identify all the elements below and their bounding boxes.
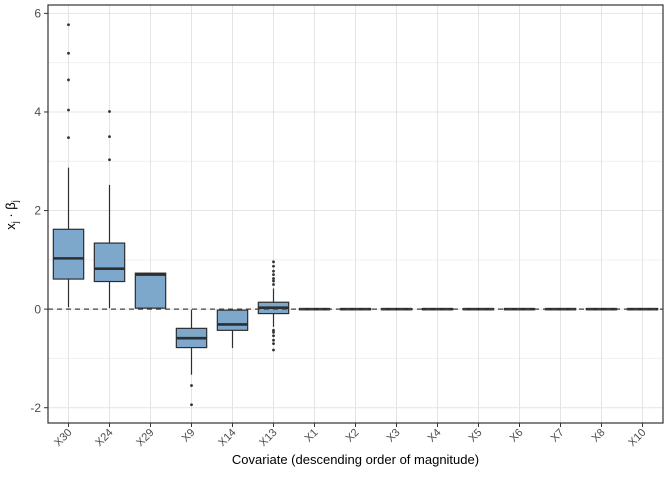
outlier-point bbox=[67, 51, 70, 55]
x-tick-labels: X30 X24 X29 X9 X14 X13 X1 X2 X3 X4 X5 X6 X7 X8 X10 bbox=[52, 427, 648, 449]
y-tick-labels: -2 0 2 4 6 bbox=[30, 7, 41, 415]
iqr-box bbox=[216, 309, 249, 331]
outlier-point bbox=[67, 136, 70, 139]
x-tick-label: X6 bbox=[508, 427, 526, 445]
outlier-point bbox=[272, 348, 275, 352]
y-tick-label: -2 bbox=[30, 401, 41, 415]
x-axis-title: Covariate (descending order of magnitude… bbox=[231, 452, 480, 467]
x-tick-label: X2 bbox=[344, 427, 362, 445]
outlier-point bbox=[272, 277, 275, 280]
outlier-point bbox=[108, 110, 111, 113]
x-tick-label: X10 bbox=[626, 427, 648, 449]
y-axis-var: x bbox=[3, 223, 18, 230]
outlier-point bbox=[272, 264, 275, 268]
y-axis-dot: · bbox=[3, 209, 18, 222]
outlier-point bbox=[272, 338, 275, 342]
iqr-box bbox=[93, 242, 126, 283]
iqr-box bbox=[134, 272, 167, 309]
outlier-point bbox=[67, 78, 70, 82]
y-tick-label: 4 bbox=[34, 105, 41, 119]
outlier-point bbox=[67, 108, 70, 112]
outlier-point bbox=[67, 23, 70, 27]
outlier-point bbox=[272, 269, 275, 273]
x-tick-label: X3 bbox=[385, 427, 403, 445]
x-tick-label: X4 bbox=[426, 427, 444, 445]
x-tick-label: X13 bbox=[257, 427, 279, 449]
x-tick-label: X14 bbox=[216, 427, 238, 449]
y-axis-title: xj · βj bbox=[3, 200, 23, 230]
axis-ticks bbox=[44, 12, 643, 427]
x-tick-label: X30 bbox=[52, 427, 74, 449]
outlier-point bbox=[108, 135, 111, 139]
y-tick-label: 6 bbox=[34, 7, 41, 21]
outlier-point bbox=[272, 342, 275, 346]
outlier-point bbox=[272, 260, 275, 264]
x-tick-label: X9 bbox=[180, 427, 198, 445]
boxplot-X30 bbox=[52, 23, 85, 308]
outlier-point bbox=[272, 283, 275, 286]
iqr-box bbox=[52, 228, 85, 280]
boxplot-X24 bbox=[93, 110, 126, 309]
outlier-point bbox=[272, 273, 275, 277]
boxplot-X29 bbox=[134, 272, 167, 309]
outlier-point bbox=[190, 403, 193, 407]
x-tick-label: X5 bbox=[467, 427, 485, 445]
x-tick-label: X8 bbox=[590, 427, 608, 445]
outlier-point bbox=[272, 279, 275, 283]
boxplot-X13 bbox=[257, 260, 290, 352]
x-tick-label: X24 bbox=[93, 427, 115, 449]
outlier-point bbox=[272, 334, 275, 338]
x-tick-label: X7 bbox=[549, 427, 567, 445]
outlier-point bbox=[272, 330, 275, 334]
boxplot-X9 bbox=[175, 309, 208, 407]
y-tick-label: 0 bbox=[34, 302, 41, 316]
x-tick-label: X29 bbox=[134, 427, 156, 449]
outlier-point bbox=[108, 158, 111, 162]
y-axis-coef: β bbox=[3, 202, 18, 210]
y-axis-var-sub: j bbox=[10, 221, 20, 224]
y-tick-label: 2 bbox=[34, 204, 41, 218]
outlier-point bbox=[272, 328, 275, 332]
outlier-point bbox=[190, 384, 193, 387]
x-tick-label: X1 bbox=[303, 427, 321, 445]
y-axis-coef-sub: j bbox=[10, 200, 20, 203]
boxplot-X14 bbox=[216, 309, 249, 349]
